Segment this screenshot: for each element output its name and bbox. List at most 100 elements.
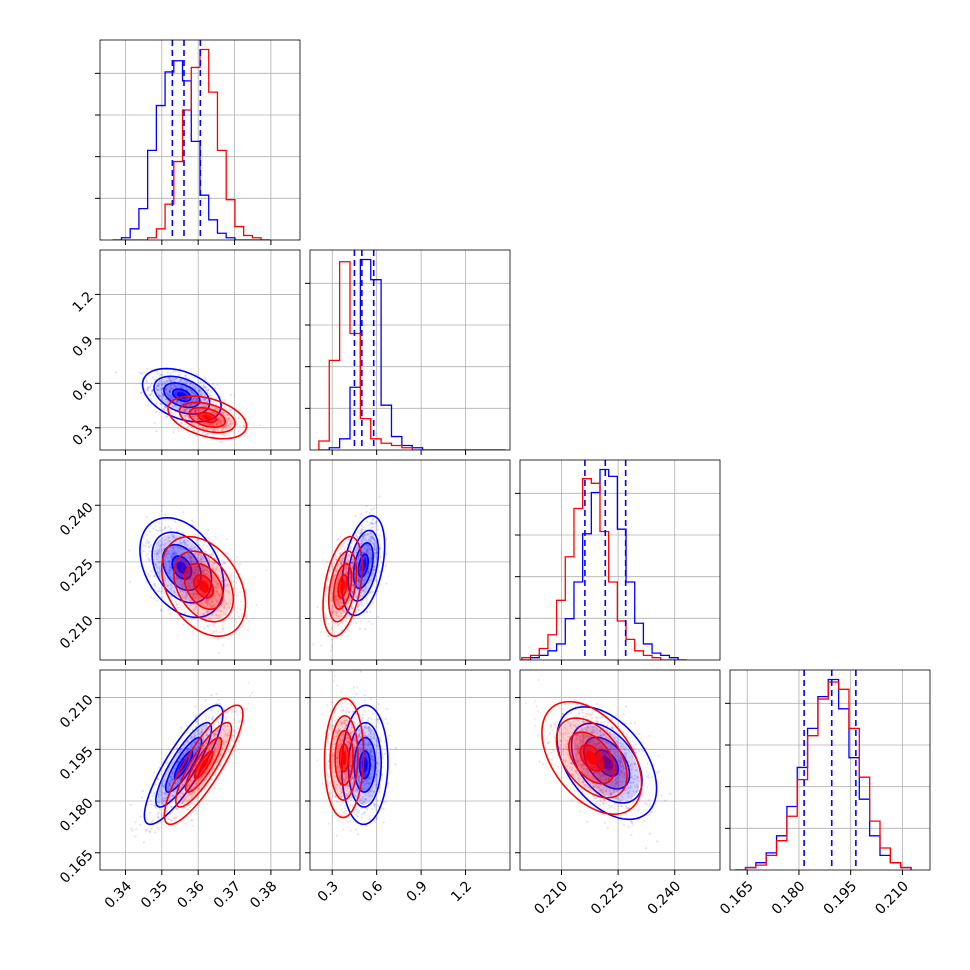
blue-sample-point <box>158 551 161 554</box>
red-sample-point <box>223 606 226 609</box>
blue-sample-point <box>192 609 195 612</box>
blue-sample-point <box>160 391 163 394</box>
red-sample-point <box>236 555 239 558</box>
red-sample-point <box>171 424 175 427</box>
blue-sample-point <box>215 579 218 582</box>
blue-sample-point <box>366 547 370 550</box>
blue-sample-point <box>168 389 172 392</box>
red-sample-point <box>356 543 359 546</box>
red-sample-point <box>181 567 184 571</box>
blue-sample-point <box>169 384 172 387</box>
red-sample-point <box>216 600 219 603</box>
blue-sample-point <box>163 380 166 384</box>
red-sample-point <box>324 594 327 597</box>
blue-sample-point <box>188 547 191 550</box>
red-sample-point <box>219 420 222 423</box>
red-sample-point <box>243 434 246 438</box>
blue-sample-point <box>138 371 141 374</box>
blue-sample-point <box>340 629 343 632</box>
red-sample-point <box>237 563 240 566</box>
blue-sample-point <box>181 531 185 535</box>
red-sample-point <box>195 594 198 597</box>
blue-sample-point <box>160 793 164 796</box>
blue-sample-point <box>189 381 193 385</box>
x-tick-label: 0.180 <box>769 878 809 918</box>
red-sample-point <box>220 416 223 419</box>
blue-sample-point <box>190 735 193 738</box>
red-sample-point <box>228 591 231 594</box>
red-sample-point <box>205 405 208 408</box>
blue-sample-point <box>226 418 229 421</box>
red-sample-point <box>184 414 187 417</box>
blue-sample-point <box>182 407 185 410</box>
red-sample-point <box>335 598 338 601</box>
blue-sample-point <box>188 584 191 588</box>
blue-sample-point <box>177 577 180 580</box>
blue-sample-point <box>190 578 193 581</box>
red-sample-point <box>205 612 208 615</box>
blue-sample-point <box>148 393 152 397</box>
red-sample-point <box>216 602 219 605</box>
red-sample-point <box>358 537 361 540</box>
blue-sample-point <box>356 605 360 608</box>
blue-sample-point <box>366 520 369 523</box>
blue-sample-point <box>195 721 198 724</box>
red-sample-point <box>338 600 341 603</box>
red-sample-point <box>227 590 230 593</box>
red-sample-point <box>213 411 216 414</box>
blue-sample-point <box>193 385 197 388</box>
blue-sample-point <box>169 571 172 574</box>
blue-sample-point <box>203 627 206 630</box>
red-sample-point <box>224 600 227 603</box>
blue-sample-point <box>174 782 177 785</box>
red-sample-point <box>347 590 350 593</box>
blue-sample-point <box>203 399 206 402</box>
blue-sample-point <box>197 381 200 384</box>
blue-sample-point <box>182 401 185 404</box>
blue-sample-point <box>375 552 378 555</box>
blue-sample-point <box>177 780 180 784</box>
blue-sample-point <box>374 579 377 583</box>
blue-sample-point <box>205 605 208 609</box>
blue-sample-point <box>172 386 175 389</box>
red-sample-point <box>196 571 199 574</box>
panel-border <box>309 459 511 661</box>
blue-sample-point <box>362 537 365 540</box>
red-sample-point <box>221 629 224 632</box>
blue-sample-point <box>183 382 186 385</box>
blue-sample-point <box>204 398 207 401</box>
red-sample-point <box>191 538 194 541</box>
blue-sample-point <box>229 393 233 397</box>
red-sample-point <box>338 560 342 563</box>
red-sample-point <box>212 568 215 571</box>
blue-sample-point <box>172 791 176 794</box>
red-sample-point <box>196 418 199 421</box>
red-sample-point <box>340 535 343 538</box>
blue-sample-point <box>183 409 186 412</box>
blue-sample-point <box>166 810 169 814</box>
red-sample-point <box>334 595 337 599</box>
red-sample-point <box>213 561 216 564</box>
blue-sample-point <box>360 541 364 544</box>
red-sample-point <box>187 584 190 587</box>
blue-sample-point <box>171 779 174 782</box>
blue-sample-point <box>194 705 197 708</box>
blue-sample-point <box>211 566 215 569</box>
red-sample-point <box>176 410 179 413</box>
red-sample-point <box>180 588 183 591</box>
red-sample-point <box>207 572 210 575</box>
y-tick-label: 0.6 <box>70 378 97 405</box>
red-sample-point <box>197 552 200 555</box>
blue-sample-point <box>156 590 159 593</box>
blue-sample-point <box>363 578 366 581</box>
red-sample-point <box>342 567 346 570</box>
blue-sample-point <box>146 404 149 407</box>
red-sample-point <box>188 417 191 421</box>
blue-sample-point <box>192 593 195 597</box>
blue-sample-point <box>361 528 364 531</box>
red-sample-point <box>340 570 343 573</box>
red-sample-point <box>357 568 361 571</box>
blue-sample-point <box>173 550 177 553</box>
blue-sample-point <box>206 400 209 403</box>
blue-sample-point <box>365 510 368 514</box>
